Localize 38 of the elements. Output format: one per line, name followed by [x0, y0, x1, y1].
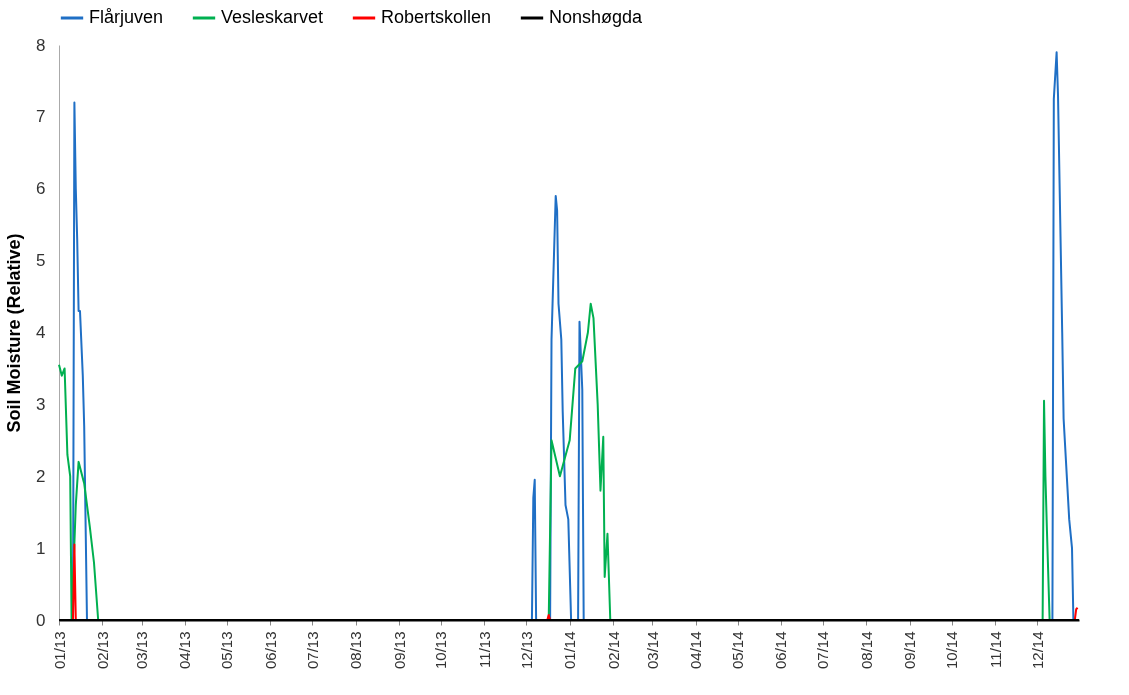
x-tick-label: 07/14 [814, 631, 832, 670]
x-tick-label: 07/13 [303, 631, 321, 670]
y-tick-label: 0 [36, 610, 46, 630]
y-axis-title: Soil Moisture (Relative) [4, 233, 25, 433]
y-tick-label: 1 [36, 538, 46, 558]
legend-label: Nonshøgda [549, 7, 644, 27]
legend-label: Robertskollen [381, 7, 492, 27]
y-tick-label: 6 [36, 179, 46, 199]
y-tick-label: 2 [36, 466, 46, 486]
x-tick-label: 12/13 [517, 631, 535, 670]
x-tick-label: 03/14 [643, 631, 661, 670]
x-tick-label: 08/13 [347, 631, 365, 670]
x-tick-label: 04/14 [687, 631, 705, 670]
x-tick-label: 10/14 [943, 631, 961, 670]
x-tick-label: 04/13 [176, 631, 194, 670]
x-tick-label: 06/13 [261, 631, 279, 670]
x-tick-label: 08/14 [857, 631, 875, 670]
x-tick-label: 06/14 [772, 631, 790, 670]
x-tick-label: 12/14 [1028, 631, 1046, 670]
x-tick-label: 05/14 [729, 631, 747, 670]
x-tick-label: 01/13 [50, 631, 68, 670]
x-tick-label: 11/14 [986, 631, 1004, 668]
x-tick-label: 02/13 [93, 631, 111, 670]
legend-label: Flårjuven [89, 7, 164, 27]
x-tick-label: 05/13 [218, 631, 236, 670]
legend-label: Vesleskarvet [221, 7, 324, 27]
y-tick-label: 8 [36, 35, 46, 55]
x-tick-label: 11/13 [475, 631, 493, 668]
x-tick-label: 01/14 [561, 631, 579, 670]
x-tick-label: 10/13 [432, 631, 450, 670]
y-tick-label: 3 [36, 394, 46, 414]
y-tick-label: 5 [36, 251, 46, 271]
x-tick-label: 02/14 [604, 631, 622, 670]
x-tick-label: 03/13 [133, 631, 151, 670]
x-tick-label: 09/14 [901, 631, 919, 670]
y-tick-label: 7 [36, 107, 46, 127]
x-tick-label: 09/13 [390, 631, 408, 670]
y-tick-label: 4 [36, 323, 46, 342]
